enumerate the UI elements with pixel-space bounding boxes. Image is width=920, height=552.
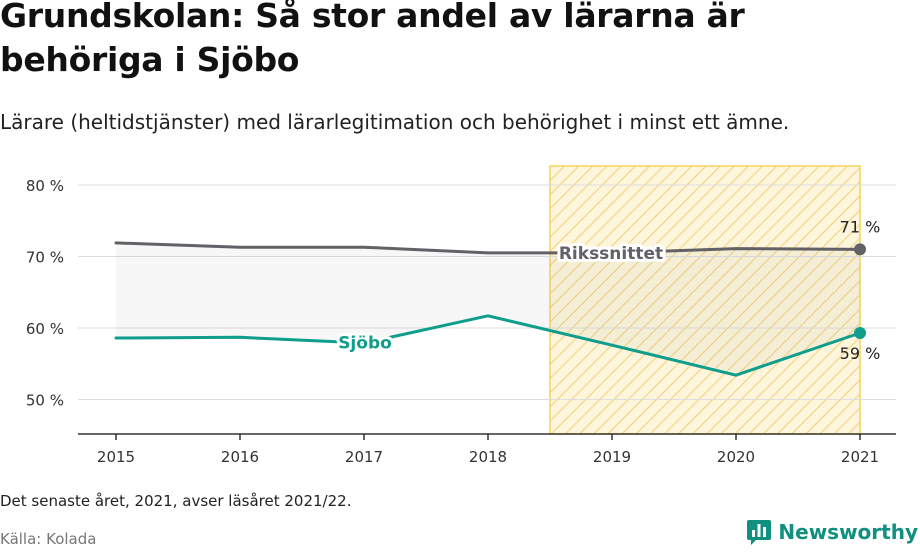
series-line-0: [114, 241, 862, 255]
chart-subtitle: Lärare (heltidstjänster) med lärarlegiti…: [0, 110, 790, 134]
line-chart: 50 %60 %70 %80 % 71 %59 %RikssnittetRiks…: [26, 165, 896, 466]
x-tick-label: 2018: [469, 448, 507, 466]
series-line-1: [114, 314, 862, 377]
series-name-label-sjobo: Sjöbo: [338, 333, 392, 353]
bar-chart-logo-icon: [747, 520, 772, 545]
source-label: Källa: Kolada: [0, 530, 97, 548]
gap-band: [116, 242, 860, 376]
series-end-label-0: 71 %: [840, 217, 881, 236]
series-name-label-rikssnittet-halo: Rikssnittet: [559, 244, 663, 264]
chart-title: Grundskolan: Så stor andel av lärarna är…: [0, 0, 745, 79]
x-tick-label: 2017: [345, 448, 383, 466]
x-tick-label: 2015: [97, 448, 135, 466]
brand-name: Newsworthy: [778, 520, 918, 544]
x-tick-label: 2019: [593, 448, 631, 466]
series-end-point-0: [854, 243, 866, 256]
series-name-label-rikssnittet: Rikssnittet: [559, 244, 663, 264]
x-tick-label: 2016: [221, 448, 259, 466]
y-tick-label: 70 %: [26, 249, 64, 267]
footnote: Det senaste året, 2021, avser läsåret 20…: [0, 492, 352, 510]
series-end-label-1: 59 %: [840, 344, 881, 363]
highlight-period-box: [549, 165, 861, 435]
newsworthy-logo[interactable]: Newsworthy: [746, 518, 918, 546]
series-name-label-sjobo-halo: Sjöbo: [338, 333, 392, 353]
series-end-point-1: [854, 327, 866, 340]
x-tick-label: 2020: [717, 448, 755, 466]
y-tick-label: 80 %: [26, 177, 64, 195]
y-tick-label: 50 %: [26, 392, 64, 410]
x-tick-label: 2021: [841, 448, 879, 466]
y-tick-label: 60 %: [26, 320, 64, 338]
